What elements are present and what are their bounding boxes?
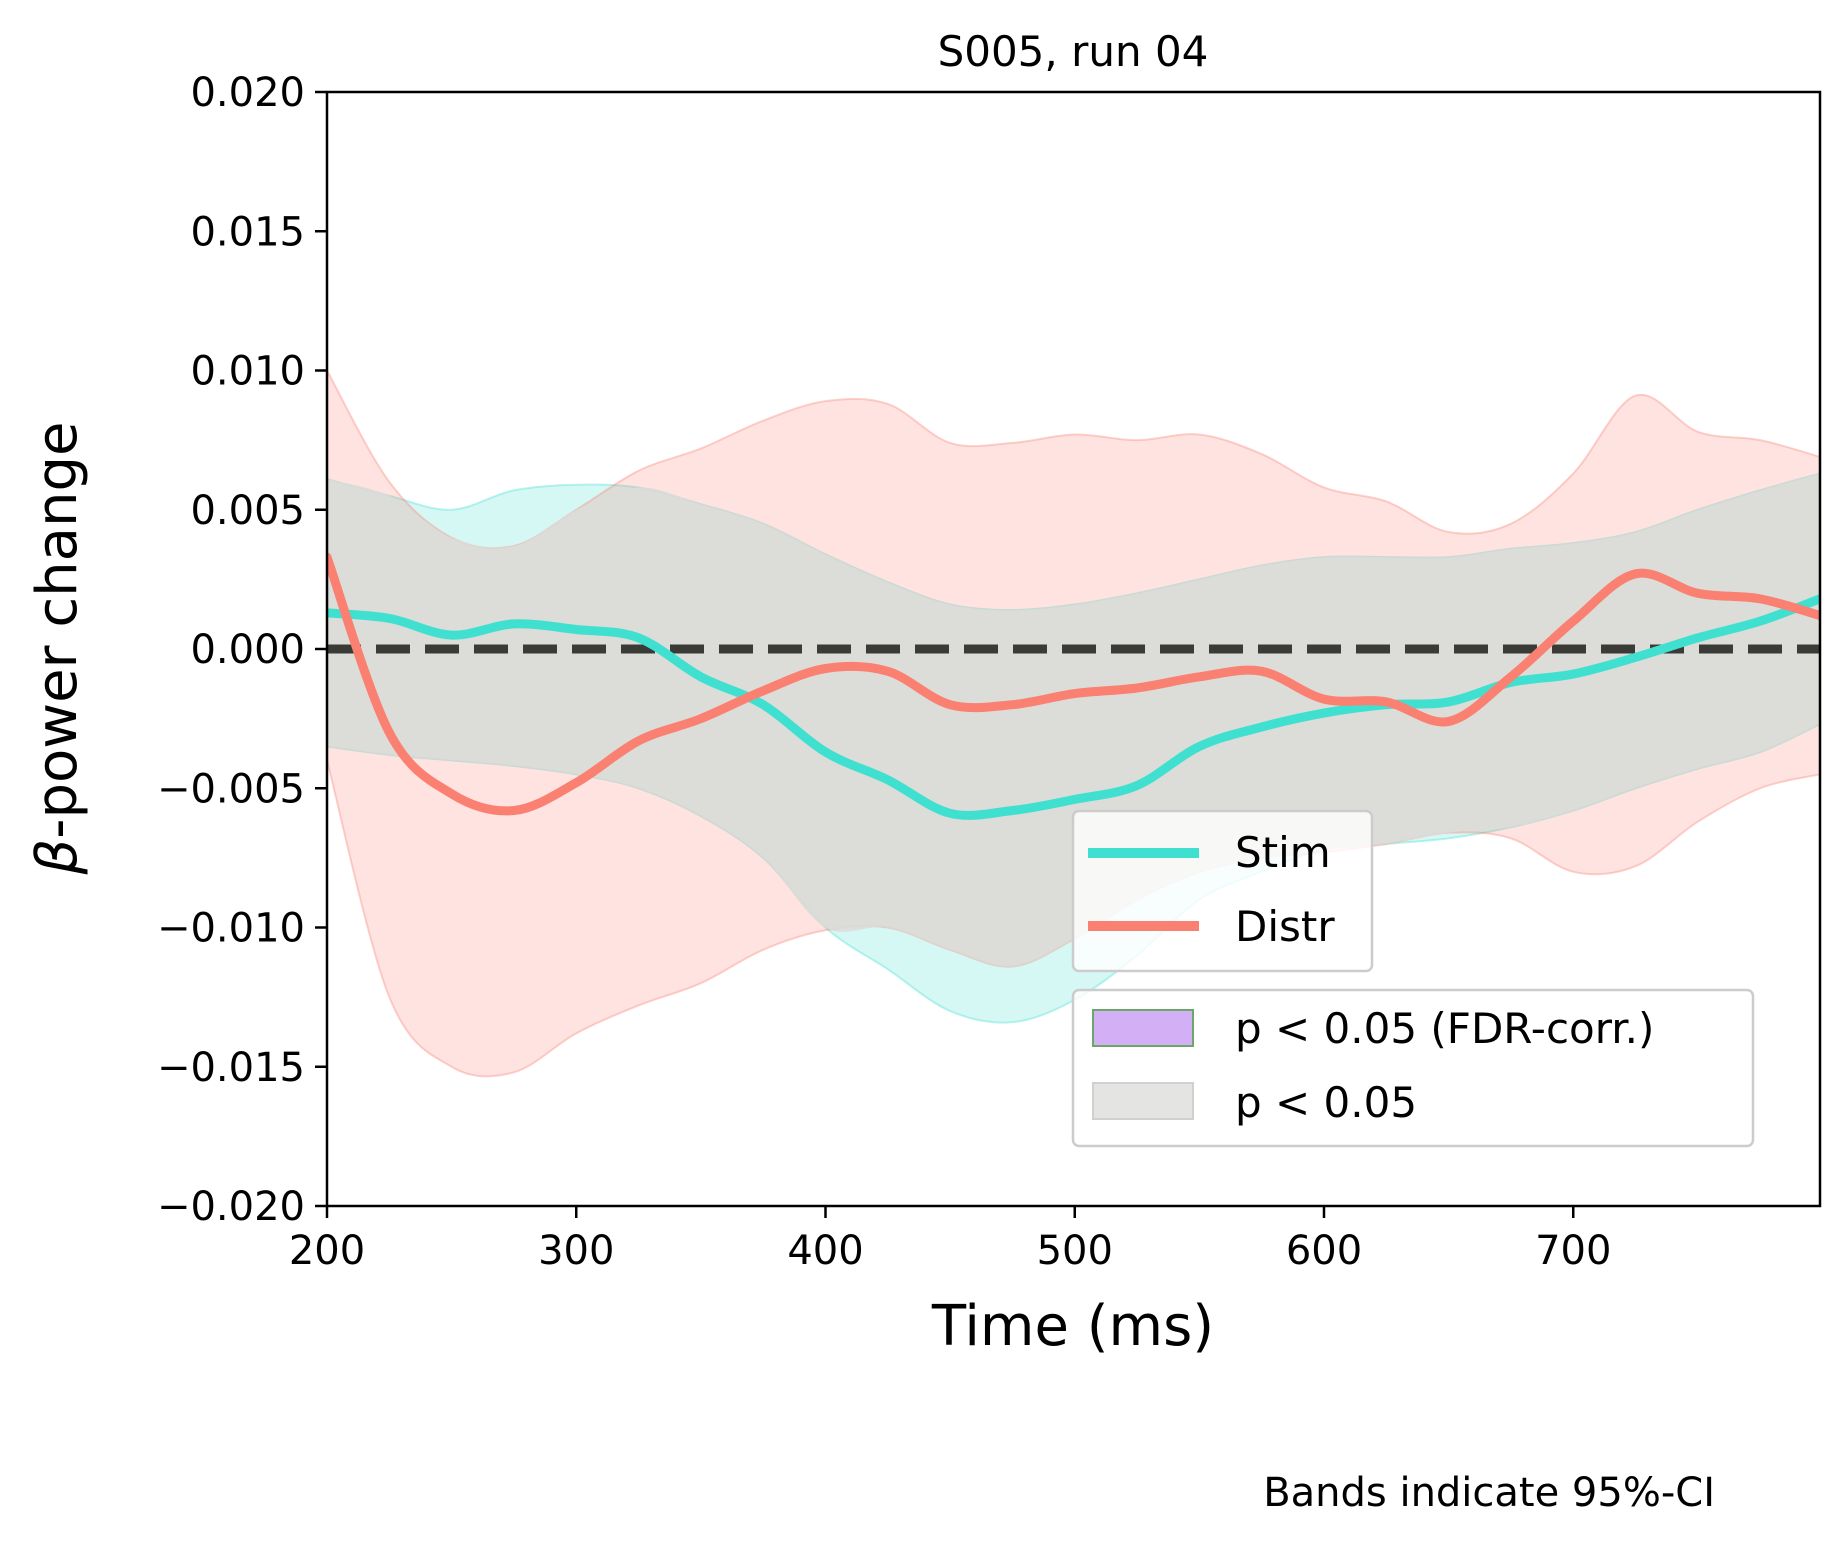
legend-label-stim: Stim [1235,828,1331,877]
y-tick-label: 0.015 [190,209,305,255]
y-tick-label: 0.020 [190,70,305,116]
y-axis-label: β-power change [25,422,90,876]
significance-region [327,473,1820,967]
legend-label-distr: Distr [1235,902,1335,951]
x-tick-label: 700 [1535,1228,1611,1274]
y-tick-label: 0.000 [190,627,305,673]
y-tick-label: −0.005 [157,766,305,812]
legend-swatch-p05 [1092,1082,1194,1120]
x-tick-label: 500 [1037,1228,1113,1274]
y-tick-label: −0.020 [157,1184,305,1230]
y-tick-label: 0.010 [190,349,305,395]
footnote: Bands indicate 95%-CI [1263,1470,1715,1516]
x-tick-label: 400 [787,1228,863,1274]
series-line-stim [327,594,1820,820]
series-legend: Stim Distr [1071,809,1374,973]
x-axis-ticks: 200 300 400 500 600 700 [289,1206,1611,1274]
legend-swatch-fdr [1092,1009,1194,1047]
series-lines [327,552,1820,820]
legend-label-fdr: p < 0.05 (FDR-corr.) [1235,1004,1654,1053]
significance-legend: p < 0.05 (FDR-corr.) p < 0.05 [1071,988,1755,1148]
y-tick-label: 0.005 [190,488,305,534]
ci-overlap-region [327,473,1820,967]
y-axis-label-symbol: β [25,839,90,876]
y-tick-label: −0.015 [157,1045,305,1091]
series-line-distr [327,552,1820,816]
x-axis-label: Time (ms) [931,1294,1214,1359]
chart-title: S005, run 04 [938,27,1209,76]
legend-label-p05: p < 0.05 [1235,1078,1417,1127]
plot-area [327,368,1820,1078]
y-axis-ticks: 0.020 0.015 0.010 0.005 0.000 −0.005 −0.010 −0.… [157,70,327,1230]
y-tick-label: −0.010 [157,906,305,952]
x-tick-label: 300 [538,1228,614,1274]
significance-legend-box [1071,988,1755,1148]
x-tick-label: 600 [1286,1228,1362,1274]
x-tick-label: 200 [289,1228,365,1274]
y-axis-label-text: -power change [25,422,90,839]
